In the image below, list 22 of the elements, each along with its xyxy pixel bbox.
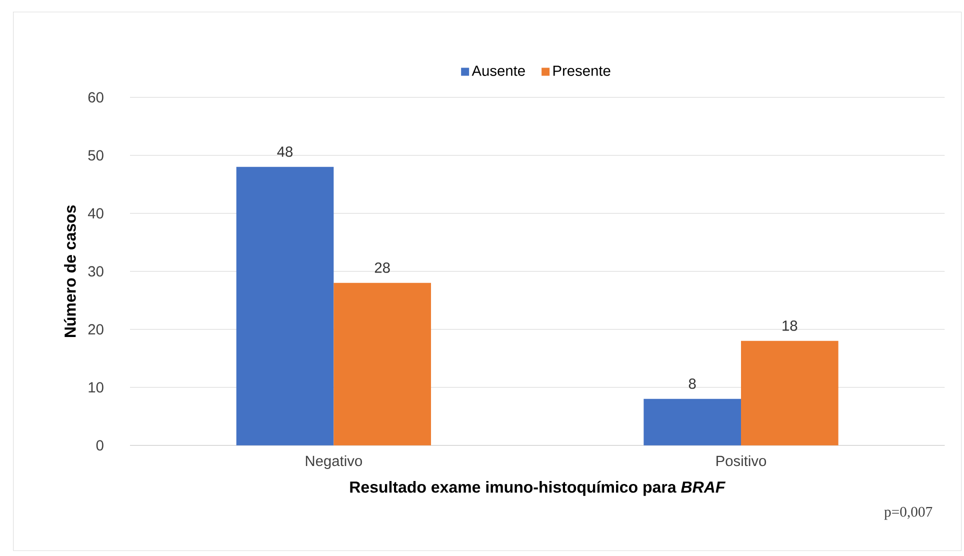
- y-tick-label: 60: [88, 92, 104, 103]
- data-label: 18: [782, 320, 798, 331]
- x-tick-label: Negativo: [306, 455, 362, 470]
- bar: [334, 282, 432, 446]
- x-tick-label: Positivo: [716, 455, 766, 466]
- bar: [236, 166, 334, 446]
- x-axis-title: Resultado exame imuno-histoquímico para BRAF: [350, 480, 726, 496]
- data-label: 48: [277, 146, 293, 157]
- y-tick-label: 50: [88, 150, 104, 161]
- y-tick-label: 40: [88, 208, 104, 219]
- y-tick-label: 20: [88, 324, 104, 335]
- y-tick-label: 0: [96, 440, 104, 451]
- data-label: 28: [374, 262, 390, 273]
- text: p=0,007: [884, 506, 932, 520]
- y-tick-label: 10: [88, 382, 104, 393]
- y-axis-title: Número de casos: [64, 205, 76, 337]
- y-tick-label: 30: [88, 266, 104, 277]
- data-label: 8: [688, 378, 696, 389]
- bar: [741, 340, 838, 446]
- bar: [644, 398, 741, 446]
- legend-label: Ausente: [472, 66, 525, 76]
- legend-label: Presente: [553, 66, 610, 76]
